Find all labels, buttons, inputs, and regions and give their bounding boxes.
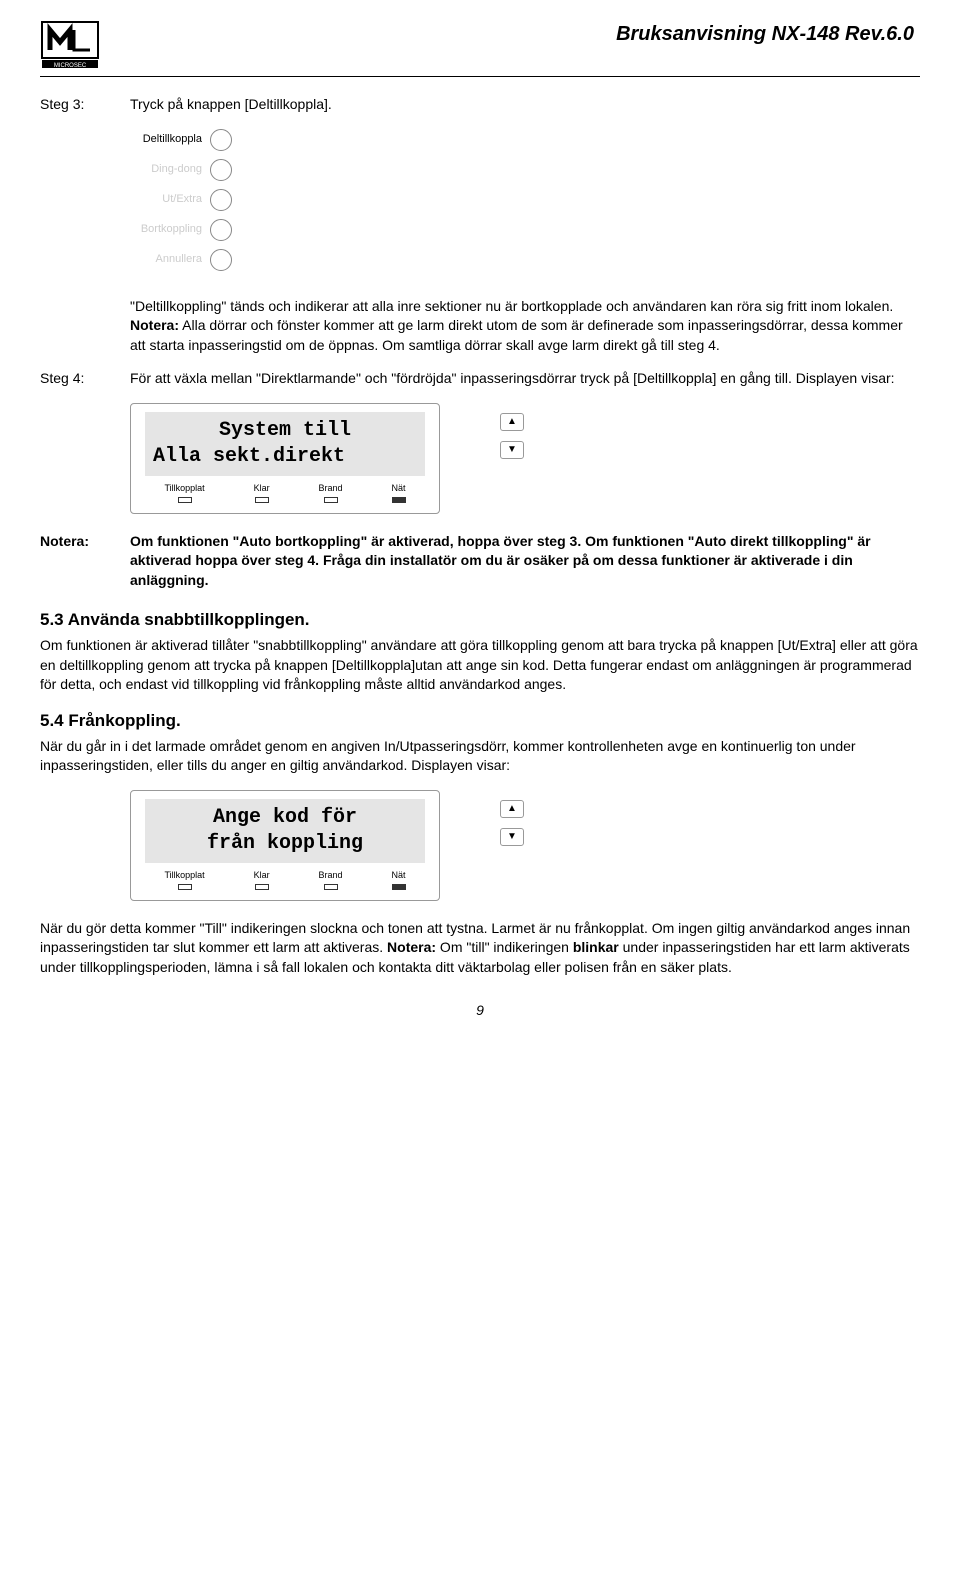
logo: MICROSEC (40, 20, 110, 70)
final-paragraph: När du gör detta kommer "Till" indikerin… (40, 919, 920, 978)
step3-row: Steg 3: Tryck på knappen [Deltillkoppla]… (40, 95, 920, 115)
step3-body: "Deltillkoppling" tänds och indikerar at… (130, 297, 920, 356)
button-circle-0[interactable] (210, 129, 232, 151)
led2-2 (324, 884, 338, 890)
button-label-1: Ding-dong (130, 162, 210, 177)
status-brand: Brand (319, 482, 343, 503)
page-header: MICROSEC Bruksanvisning NX-148 Rev.6.0 (40, 20, 920, 77)
step4-row: Steg 4: För att växla mellan "Direktlarm… (40, 369, 920, 389)
step3-body-row: "Deltillkoppling" tänds och indikerar at… (40, 297, 920, 356)
button-circle-3[interactable] (210, 219, 232, 241)
section53-body: Om funktionen är aktiverad tillåter "sna… (40, 636, 920, 695)
status-nat: Nät (392, 482, 406, 503)
display1-line2: Alla sekt.direkt (153, 444, 417, 470)
page-number: 9 (40, 1001, 920, 1021)
display2-arrows: ▲ ▼ (500, 790, 524, 846)
display1-arrows: ▲ ▼ (500, 403, 524, 459)
display2-status-row: Tillkopplat Klar Brand Nät (145, 869, 425, 890)
led2-0 (178, 884, 192, 890)
button-circle-2[interactable] (210, 189, 232, 211)
button-label-0: Deltillkoppla (130, 132, 210, 147)
status2-tillkopplat: Tillkopplat (164, 869, 204, 890)
arrow-down-icon[interactable]: ▼ (500, 441, 524, 459)
button-label-4: Annullera (130, 252, 210, 267)
display2-screen: Ange kod för från koppling Tillkopplat K… (130, 790, 440, 901)
button-label-3: Bortkoppling (130, 222, 210, 237)
notera-label: Notera: (40, 532, 130, 591)
step4-label: Steg 4: (40, 369, 130, 389)
display2-panel: Ange kod för från koppling Tillkopplat K… (130, 790, 920, 901)
button-row-annullera: Annullera (130, 249, 232, 271)
display1-panel: System till Alla sekt.direkt Tillkopplat… (130, 403, 920, 514)
button-row-bortkoppling: Bortkoppling (130, 219, 232, 241)
led-0 (178, 497, 192, 503)
status2-klar: Klar (254, 869, 270, 890)
display2-line2: från koppling (153, 831, 417, 857)
led2-1 (255, 884, 269, 890)
step3-instruction: Tryck på knappen [Deltillkoppla]. (130, 95, 920, 115)
display2-line1: Ange kod för (153, 805, 417, 831)
button-row-dingdong: Ding-dong (130, 159, 232, 181)
status2-nat: Nät (392, 869, 406, 890)
final-bold1: Notera: (387, 939, 436, 955)
arrow-up-icon[interactable]: ▲ (500, 413, 524, 431)
notera-text: Om funktionen "Auto bortkoppling" är akt… (130, 532, 920, 591)
status2-brand: Brand (319, 869, 343, 890)
arrow-down-icon-2[interactable]: ▼ (500, 828, 524, 846)
button-row-utextra: Ut/Extra (130, 189, 232, 211)
display1-status-row: Tillkopplat Klar Brand Nät (145, 482, 425, 503)
led-2 (324, 497, 338, 503)
final-p2: Om "till" indikeringen (436, 939, 573, 955)
logo-text: MICROSEC (54, 63, 87, 69)
display2-text: Ange kod för från koppling (145, 799, 425, 863)
display1-line1: System till (153, 418, 417, 444)
notera-row: Notera: Om funktionen "Auto bortkoppling… (40, 532, 920, 591)
header-title: Bruksanvisning NX-148 Rev.6.0 (616, 20, 914, 48)
display1-text: System till Alla sekt.direkt (145, 412, 425, 476)
button-label-2: Ut/Extra (130, 192, 210, 207)
step4-body: För att växla mellan "Direktlarmande" oc… (130, 369, 920, 389)
section53-title: 5.3 Använda snabbtillkopplingen. (40, 608, 920, 632)
display1-screen: System till Alla sekt.direkt Tillkopplat… (130, 403, 440, 514)
button-circle-4[interactable] (210, 249, 232, 271)
arrow-up-icon-2[interactable]: ▲ (500, 800, 524, 818)
button-circle-1[interactable] (210, 159, 232, 181)
status-tillkopplat: Tillkopplat (164, 482, 204, 503)
button-panel: Deltillkoppla Ding-dong Ut/Extra Bortkop… (130, 129, 232, 279)
status-klar: Klar (254, 482, 270, 503)
final-bold2: blinkar (573, 939, 619, 955)
section54-body: När du går in i det larmade området geno… (40, 737, 920, 776)
led2-3 (392, 884, 406, 890)
led-1 (255, 497, 269, 503)
section54-title: 5.4 Frånkoppling. (40, 709, 920, 733)
led-3 (392, 497, 406, 503)
step3-label: Steg 3: (40, 95, 130, 115)
button-row-deltillkoppla: Deltillkoppla (130, 129, 232, 151)
